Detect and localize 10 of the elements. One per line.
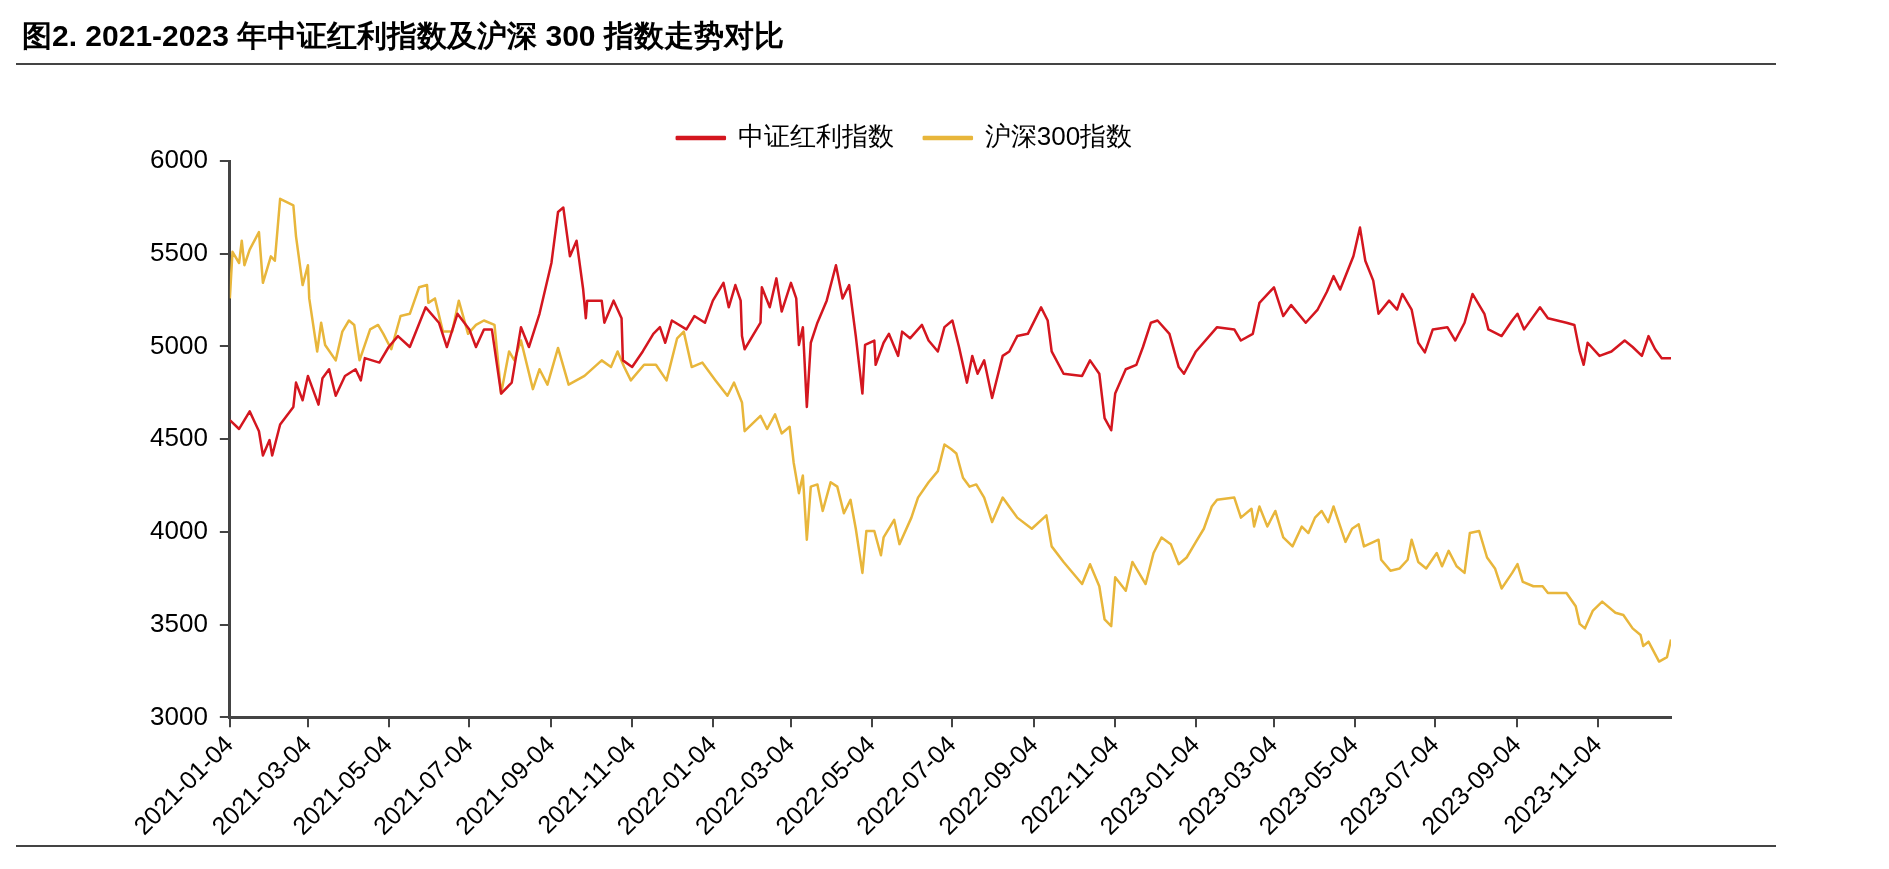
y-tick-label: 4500 bbox=[150, 422, 208, 453]
chart-title: 图2. 2021-2023 年中证红利指数及沪深 300 指数走势对比 bbox=[21, 18, 785, 54]
y-tick-label: 6000 bbox=[150, 144, 208, 175]
y-tick-label: 3000 bbox=[150, 700, 208, 731]
y-tick-label: 5000 bbox=[150, 329, 208, 360]
legend-label: 中证红利指数 bbox=[737, 121, 894, 152]
y-tick-label: 3500 bbox=[150, 607, 208, 638]
legend-label: 沪深300指数 bbox=[984, 121, 1133, 152]
y-tick-label: 5500 bbox=[150, 236, 208, 267]
y-tick-label: 4000 bbox=[150, 515, 208, 546]
